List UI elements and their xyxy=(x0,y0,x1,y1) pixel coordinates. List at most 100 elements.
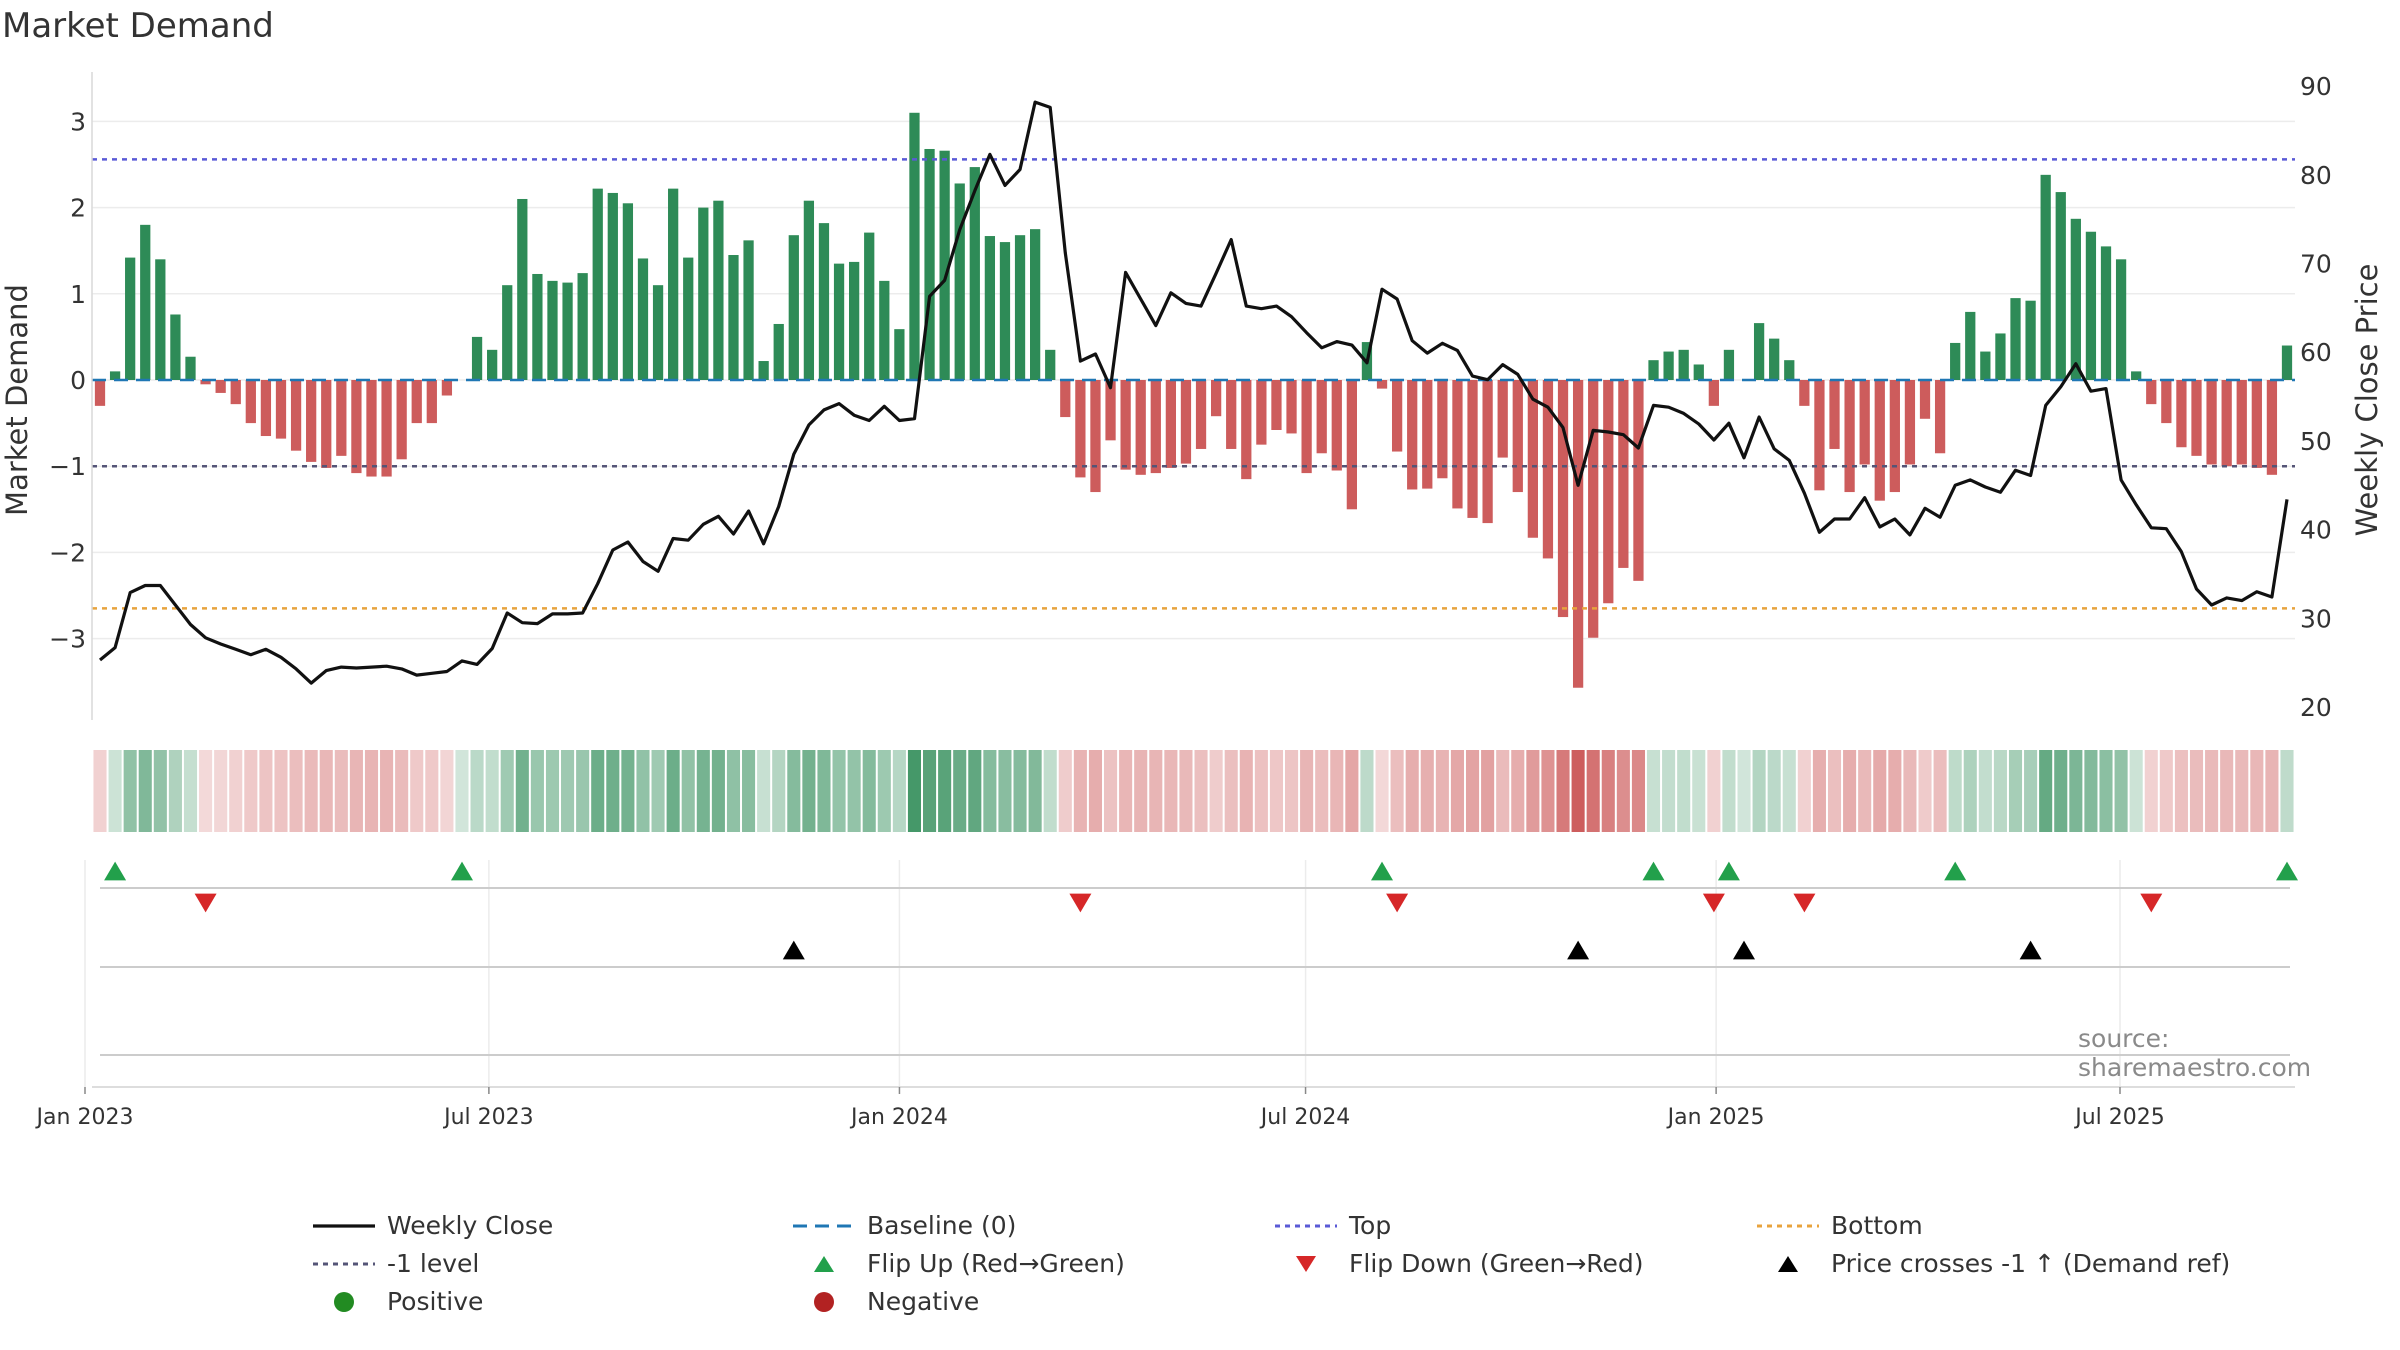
demand-bar xyxy=(668,188,679,380)
heat-cell xyxy=(1963,750,1977,832)
axes-layer: 3 2 1 0 −1 −2 −3 90 80 70 60 50 40 30 20 Market Demand W… xyxy=(0,72,2384,722)
heat-cell xyxy=(395,750,409,832)
demand-bar xyxy=(1180,380,1192,464)
demand-bar xyxy=(1030,229,1041,380)
demand-bar xyxy=(1346,380,1357,510)
y-right-tick-label: 40 xyxy=(2300,516,2332,545)
heat-cell xyxy=(606,750,620,832)
demand-bar xyxy=(999,242,1011,380)
y-right-axis-title: Weekly Close Price xyxy=(2350,264,2384,537)
demand-bar xyxy=(1497,380,1508,458)
demand-bar xyxy=(1452,380,1463,509)
heat-cell xyxy=(817,750,831,832)
heat-cell xyxy=(1933,750,1947,832)
demand-bar xyxy=(2221,380,2232,467)
demand-bar xyxy=(2070,218,2081,380)
heat-cell xyxy=(591,750,605,832)
demand-bar xyxy=(1527,380,1538,538)
demand-bar xyxy=(125,257,136,380)
demand-bar xyxy=(1708,380,1719,406)
heat-cell xyxy=(123,750,137,832)
heat-cell xyxy=(907,750,922,832)
demand-bar xyxy=(1633,380,1644,581)
heat-cell xyxy=(1496,750,1510,832)
flip-up-marker xyxy=(1944,861,1967,881)
heat-cell xyxy=(1873,750,1887,832)
heat-cell xyxy=(229,750,243,832)
flip-down-marker xyxy=(194,893,217,913)
demand-bar xyxy=(1120,380,1131,470)
demand-bar xyxy=(864,232,875,380)
heat-cell xyxy=(1677,750,1691,832)
demand-bar xyxy=(245,380,256,424)
heat-cell xyxy=(1465,750,1480,832)
heat-cell xyxy=(1073,750,1087,832)
demand-bar xyxy=(155,259,166,380)
heat-cell xyxy=(1948,750,1962,832)
demand-bar xyxy=(1422,380,1433,489)
heat-cell xyxy=(1752,750,1766,832)
demand-bar xyxy=(637,258,649,380)
demand-bar xyxy=(773,323,784,380)
y-right-tick-label: 60 xyxy=(2300,338,2332,367)
y-left-tick-label: −1 xyxy=(49,452,86,481)
heat-cell xyxy=(923,750,937,832)
x-axis: Jan 2023 Jul 2023 Jan 2024 Jul 2024 Jan 2025… xyxy=(35,1087,2165,1130)
demand-bar xyxy=(1965,311,1976,380)
demand-bar xyxy=(1301,380,1312,474)
heat-cell xyxy=(2024,750,2038,832)
demand-bar xyxy=(1542,380,1554,559)
demand-bar xyxy=(1784,360,1795,380)
heat-cell xyxy=(1315,750,1329,832)
x-tick-label: Jan 2025 xyxy=(1666,1105,1765,1130)
demand-bar xyxy=(185,356,196,380)
demand-bar xyxy=(924,148,935,380)
heat-cell xyxy=(726,750,741,832)
heat-cell xyxy=(711,750,725,832)
heat-cell xyxy=(455,750,469,832)
heat-cell xyxy=(1390,750,1404,832)
demand-bar xyxy=(788,235,799,380)
x-tick-label: Jul 2024 xyxy=(1259,1105,1351,1130)
demand-bar xyxy=(1437,380,1448,479)
demand-bar xyxy=(1557,380,1569,618)
heat-cell xyxy=(1586,750,1600,832)
demand-bar xyxy=(1844,380,1855,493)
demand-bar xyxy=(577,273,588,380)
heat-cell xyxy=(2039,750,2053,832)
demand-bar xyxy=(1060,380,1071,418)
demand-bar xyxy=(713,200,724,380)
x-tick-label: Jul 2025 xyxy=(2073,1105,2165,1130)
demand-bar xyxy=(1995,333,2006,380)
demand-bar xyxy=(879,280,890,380)
heat-cell xyxy=(1224,750,1238,832)
demand-bar xyxy=(2010,298,2021,380)
demand-bar xyxy=(109,371,121,380)
demand-bar xyxy=(592,188,603,380)
heat-cell xyxy=(2054,750,2068,832)
demand-bar xyxy=(2281,345,2293,380)
heat-cell xyxy=(1812,750,1826,832)
heat-cell xyxy=(1300,750,1314,832)
demand-bar xyxy=(1814,380,1825,491)
heat-cell xyxy=(2099,750,2113,832)
demand-bar xyxy=(1075,380,1086,478)
heat-cell xyxy=(1420,750,1434,832)
heat-cell xyxy=(953,750,967,832)
x-tick-label: Jan 2023 xyxy=(35,1105,134,1130)
heat-cell xyxy=(349,750,363,832)
demand-bar xyxy=(1165,380,1177,468)
demand-bar xyxy=(1572,380,1584,688)
heat-cell xyxy=(1284,750,1299,832)
heat-cell xyxy=(1028,750,1042,832)
demand-bar xyxy=(2131,371,2142,380)
heat-cell xyxy=(1737,750,1751,832)
heat-cell xyxy=(93,750,107,832)
heat-cell xyxy=(1918,750,1932,832)
demand-bar xyxy=(1618,380,1629,568)
heat-cell xyxy=(2205,750,2219,832)
demand-bar xyxy=(849,261,860,380)
demand-bar xyxy=(2100,246,2112,380)
y-right-tick-label: 50 xyxy=(2300,427,2332,456)
heat-cell xyxy=(1134,750,1148,832)
